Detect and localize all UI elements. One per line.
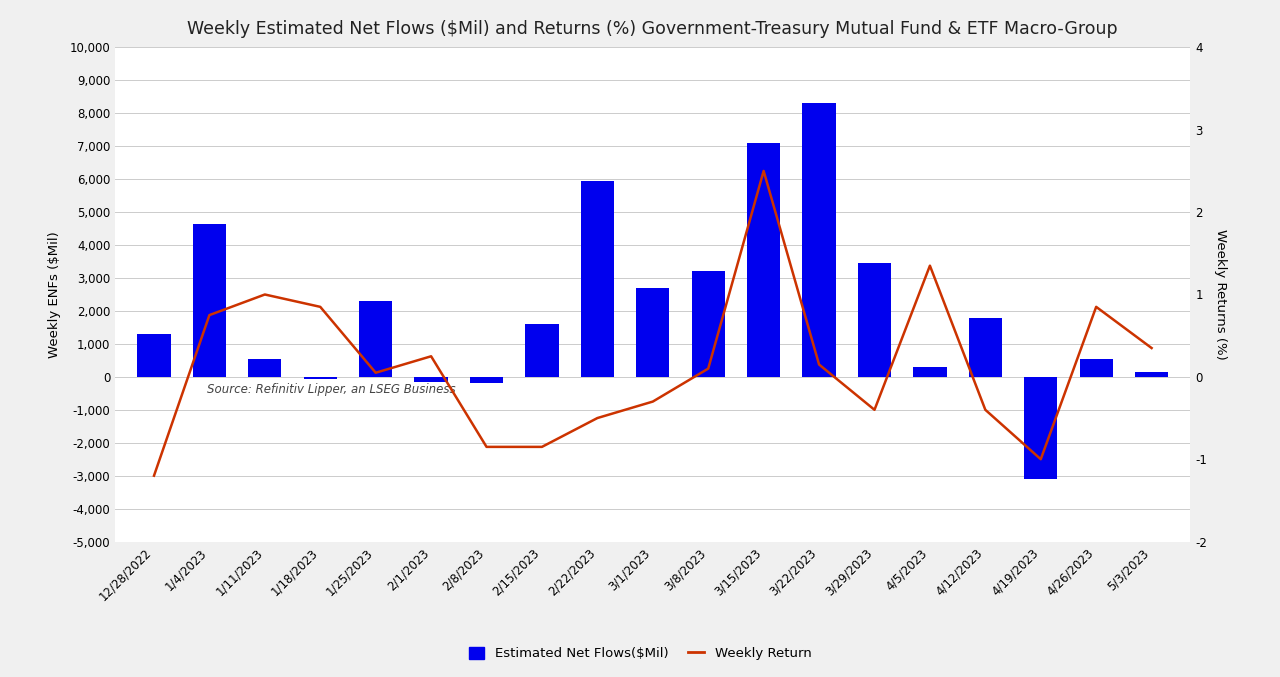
Bar [1024, 377, 1057, 479]
Bar [1135, 372, 1169, 377]
Bar [858, 263, 891, 377]
Bar [748, 143, 781, 377]
Bar [525, 324, 558, 377]
Y-axis label: Weekly ENFs ($Mil): Weekly ENFs ($Mil) [49, 231, 61, 358]
Bar [691, 271, 724, 377]
Bar [803, 104, 836, 377]
Bar [193, 223, 227, 377]
Text: Source: Refinitiv Lipper, an LSEG Business: Source: Refinitiv Lipper, an LSEG Busine… [206, 383, 456, 396]
Bar [969, 318, 1002, 377]
Bar [470, 377, 503, 383]
Bar [636, 288, 669, 377]
Title: Weekly Estimated Net Flows ($Mil) and Returns (%) Government-Treasury Mutual Fun: Weekly Estimated Net Flows ($Mil) and Re… [187, 20, 1119, 37]
Bar [415, 377, 448, 382]
Bar [914, 367, 946, 377]
Bar [1079, 359, 1112, 377]
Legend: Estimated Net Flows($Mil), Weekly Return: Estimated Net Flows($Mil), Weekly Return [462, 640, 818, 667]
Bar [248, 359, 282, 377]
Bar [360, 301, 392, 377]
Bar [581, 181, 614, 377]
Y-axis label: Weekly Returns (%): Weekly Returns (%) [1213, 229, 1226, 360]
Bar [137, 334, 170, 377]
Bar [303, 377, 337, 378]
